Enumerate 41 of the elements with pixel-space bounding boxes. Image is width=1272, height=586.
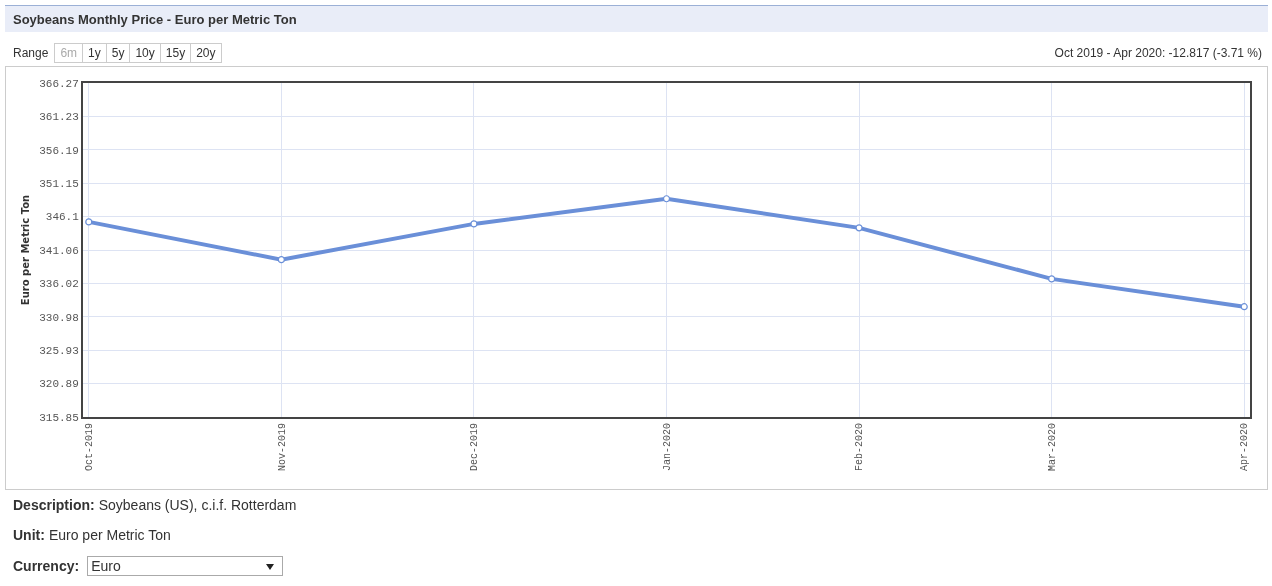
chart-title: Soybeans Monthly Price - Euro per Metric Ton xyxy=(13,12,297,27)
text: Range xyxy=(13,46,49,60)
text: Soybeans (US), c.i.f. Rotterdam xyxy=(98,497,297,513)
y-tick-label: 330.98 xyxy=(39,311,79,324)
x-tick-label: Nov-2019 xyxy=(276,423,288,472)
text: Euro per Metric Ton xyxy=(48,527,171,543)
text: 6m xyxy=(54,43,84,63)
y-tick-label: 356.19 xyxy=(39,144,79,157)
y-tick-label: 366.27 xyxy=(39,77,79,90)
y-tick-label: 346.1 xyxy=(45,211,80,224)
text: 5y xyxy=(105,43,131,63)
y-tick-label: 315.85 xyxy=(39,411,79,424)
text: 10y xyxy=(129,43,161,63)
point xyxy=(85,218,93,226)
y-tick-label: 341.06 xyxy=(39,244,79,257)
text: Description: xyxy=(13,497,95,513)
text: Unit: xyxy=(13,527,45,543)
text: 20y xyxy=(190,43,222,63)
point xyxy=(662,195,671,203)
y-tick-label: 336.02 xyxy=(39,278,79,291)
y-tick-label: 351.15 xyxy=(39,178,79,191)
point xyxy=(1240,303,1248,311)
y-tick-label: 325.93 xyxy=(39,345,79,358)
y-tick-label: 361.23 xyxy=(39,111,79,124)
text: Oct 2019 - Apr 2020: -12.817 (-3.71 %) xyxy=(1054,46,1262,60)
y-axis-title: Euro per Metric Ton xyxy=(19,194,31,306)
x-tick-label: Mar-2020 xyxy=(1046,423,1058,472)
text: Currency: xyxy=(13,558,80,574)
x-tick-label: Jan-2020 xyxy=(661,423,673,472)
text: 1y xyxy=(82,43,107,63)
point xyxy=(277,256,285,264)
point xyxy=(855,224,863,232)
point xyxy=(1048,275,1056,283)
x-tick-label: Oct-2019 xyxy=(84,423,96,472)
y-tick-label: 320.89 xyxy=(39,378,79,391)
x-tick-label: Dec-2019 xyxy=(469,423,481,472)
x-tick-label: Feb-2020 xyxy=(854,423,866,472)
text: 15y xyxy=(159,43,192,63)
point xyxy=(470,220,478,228)
x-tick-label: Apr-2020 xyxy=(1239,423,1251,472)
dropdown-field: Euro xyxy=(87,556,284,576)
